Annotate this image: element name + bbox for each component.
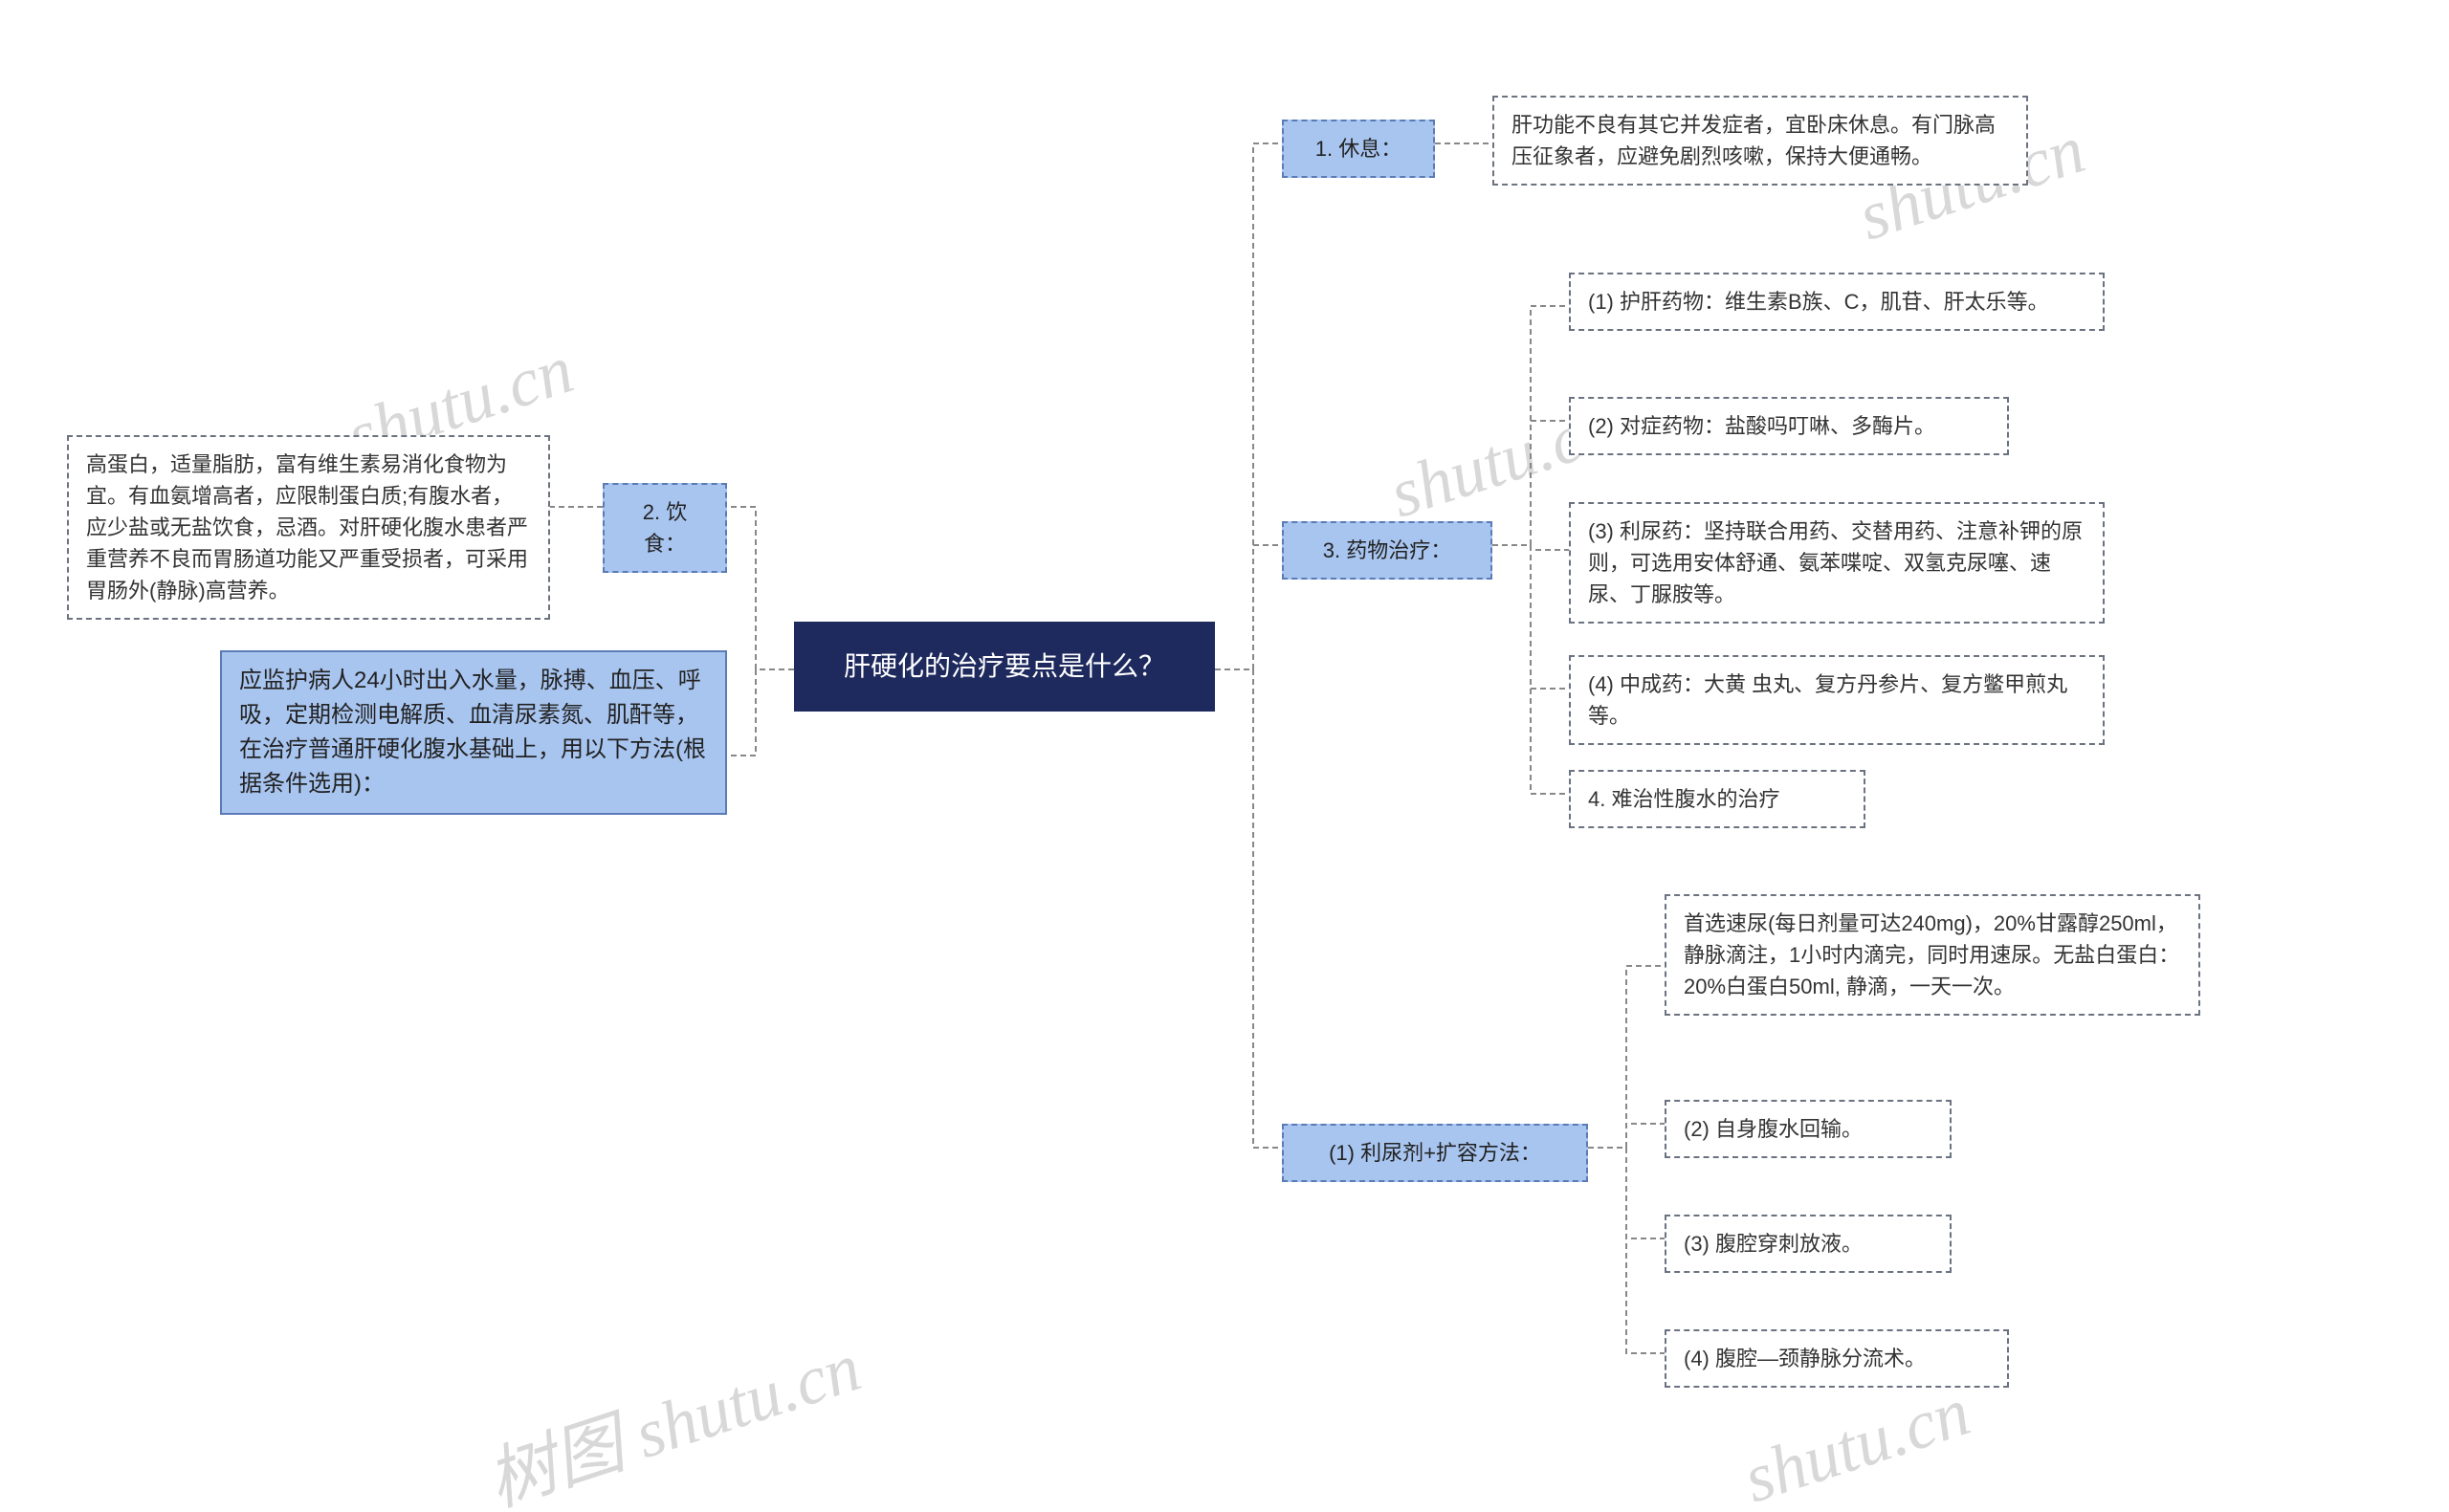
leaf-rest-detail: 肝功能不良有其它并发症者，宜卧床休息。有门脉高压征象者，应避免剧烈咳嗽，保持大便… <box>1492 96 2028 186</box>
leaf-diuretic-3: (3) 腹腔穿刺放液。 <box>1665 1215 1952 1273</box>
leaf-drug-3: (3) 利尿药：坚持联合用药、交替用药、注意补钾的原则，可选用安体舒通、氨苯喋啶… <box>1569 502 2105 624</box>
watermark-5: shutu.cn <box>1734 1372 1979 1512</box>
leaf-drug-5: 4. 难治性腹水的治疗 <box>1569 770 1865 828</box>
watermark-4: 树图 shutu.cn <box>473 1310 871 1512</box>
root-node: 肝硬化的治疗要点是什么？ <box>794 622 1215 712</box>
leaf-drug-2: (2) 对症药物：盐酸吗叮啉、多酶片。 <box>1569 397 2009 455</box>
branch-drugs: 3. 药物治疗： <box>1282 521 1492 580</box>
leaf-diet-detail: 高蛋白，适量脂肪，富有维生素易消化食物为宜。有血氨增高者，应限制蛋白质;有腹水者… <box>67 435 550 620</box>
leaf-drug-4: (4) 中成药：大黄 虫丸、复方丹参片、复方鳖甲煎丸等。 <box>1569 655 2105 745</box>
leaf-diuretic-2: (2) 自身腹水回输。 <box>1665 1100 1952 1158</box>
branch-rest: 1. 休息： <box>1282 120 1435 178</box>
branch-monitoring: 应监护病人24小时出入水量，脉搏、血压、呼吸，定期检测电解质、血清尿素氮、肌酐等… <box>220 650 727 815</box>
leaf-drug-1: (1) 护肝药物：维生素B族、C，肌苷、肝太乐等。 <box>1569 273 2105 331</box>
branch-diet: 2. 饮食： <box>603 483 727 573</box>
leaf-diuretic-4: (4) 腹腔—颈静脉分流术。 <box>1665 1329 2009 1388</box>
leaf-diuretic-1: 首选速尿(每日剂量可达240mg)，20%甘露醇250ml，静脉滴注，1小时内滴… <box>1665 894 2200 1016</box>
branch-diuretic: (1) 利尿剂+扩容方法： <box>1282 1124 1588 1182</box>
